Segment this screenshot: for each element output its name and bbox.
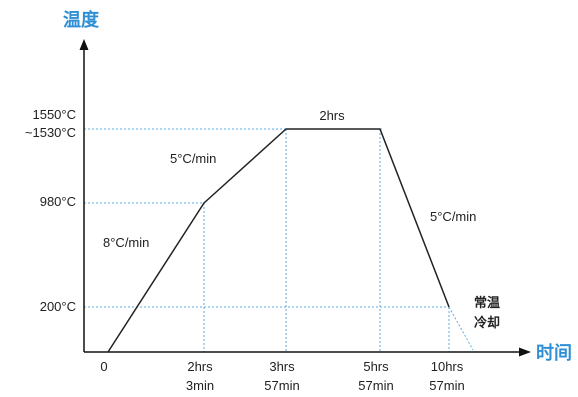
annotation-rate-5-heating: 5°C/min xyxy=(170,151,216,166)
x-label-3min: 3min xyxy=(186,378,214,393)
x-label-2hrs: 2hrs xyxy=(187,359,213,374)
y-label-1530: ~1530°C xyxy=(25,125,76,140)
annotation-rate-5-cooling: 5°C/min xyxy=(430,209,476,224)
x-label-0: 0 xyxy=(100,359,107,374)
annotation-cooling-line2: 冷却 xyxy=(474,315,500,331)
x-label-3hrs: 3hrs xyxy=(269,359,295,374)
y-axis-title: 温度 xyxy=(63,9,100,31)
x-axis-arrowhead xyxy=(519,347,531,357)
annotation-cooling-line1: 常温 xyxy=(474,295,500,311)
axes xyxy=(79,39,531,357)
x-label-10hrs: 10hrs xyxy=(431,359,464,374)
x-label-5hrs: 5hrs xyxy=(363,359,389,374)
x-axis-title: 时间 xyxy=(536,343,572,364)
x-label-57min-c: 57min xyxy=(429,378,464,393)
y-label-200: 200°C xyxy=(40,299,76,314)
cooling-extension xyxy=(448,306,474,351)
annotation-rate-8: 8°C/min xyxy=(103,235,149,250)
x-label-57min-b: 57min xyxy=(358,378,393,393)
y-label-980: 980°C xyxy=(40,194,76,209)
temperature-profile-line xyxy=(107,128,450,353)
x-label-57min-a: 57min xyxy=(264,378,299,393)
annotation-hold-2hrs: 2hrs xyxy=(319,108,345,123)
y-axis-arrowhead xyxy=(79,39,89,50)
y-label-1550: 1550°C xyxy=(32,107,76,122)
